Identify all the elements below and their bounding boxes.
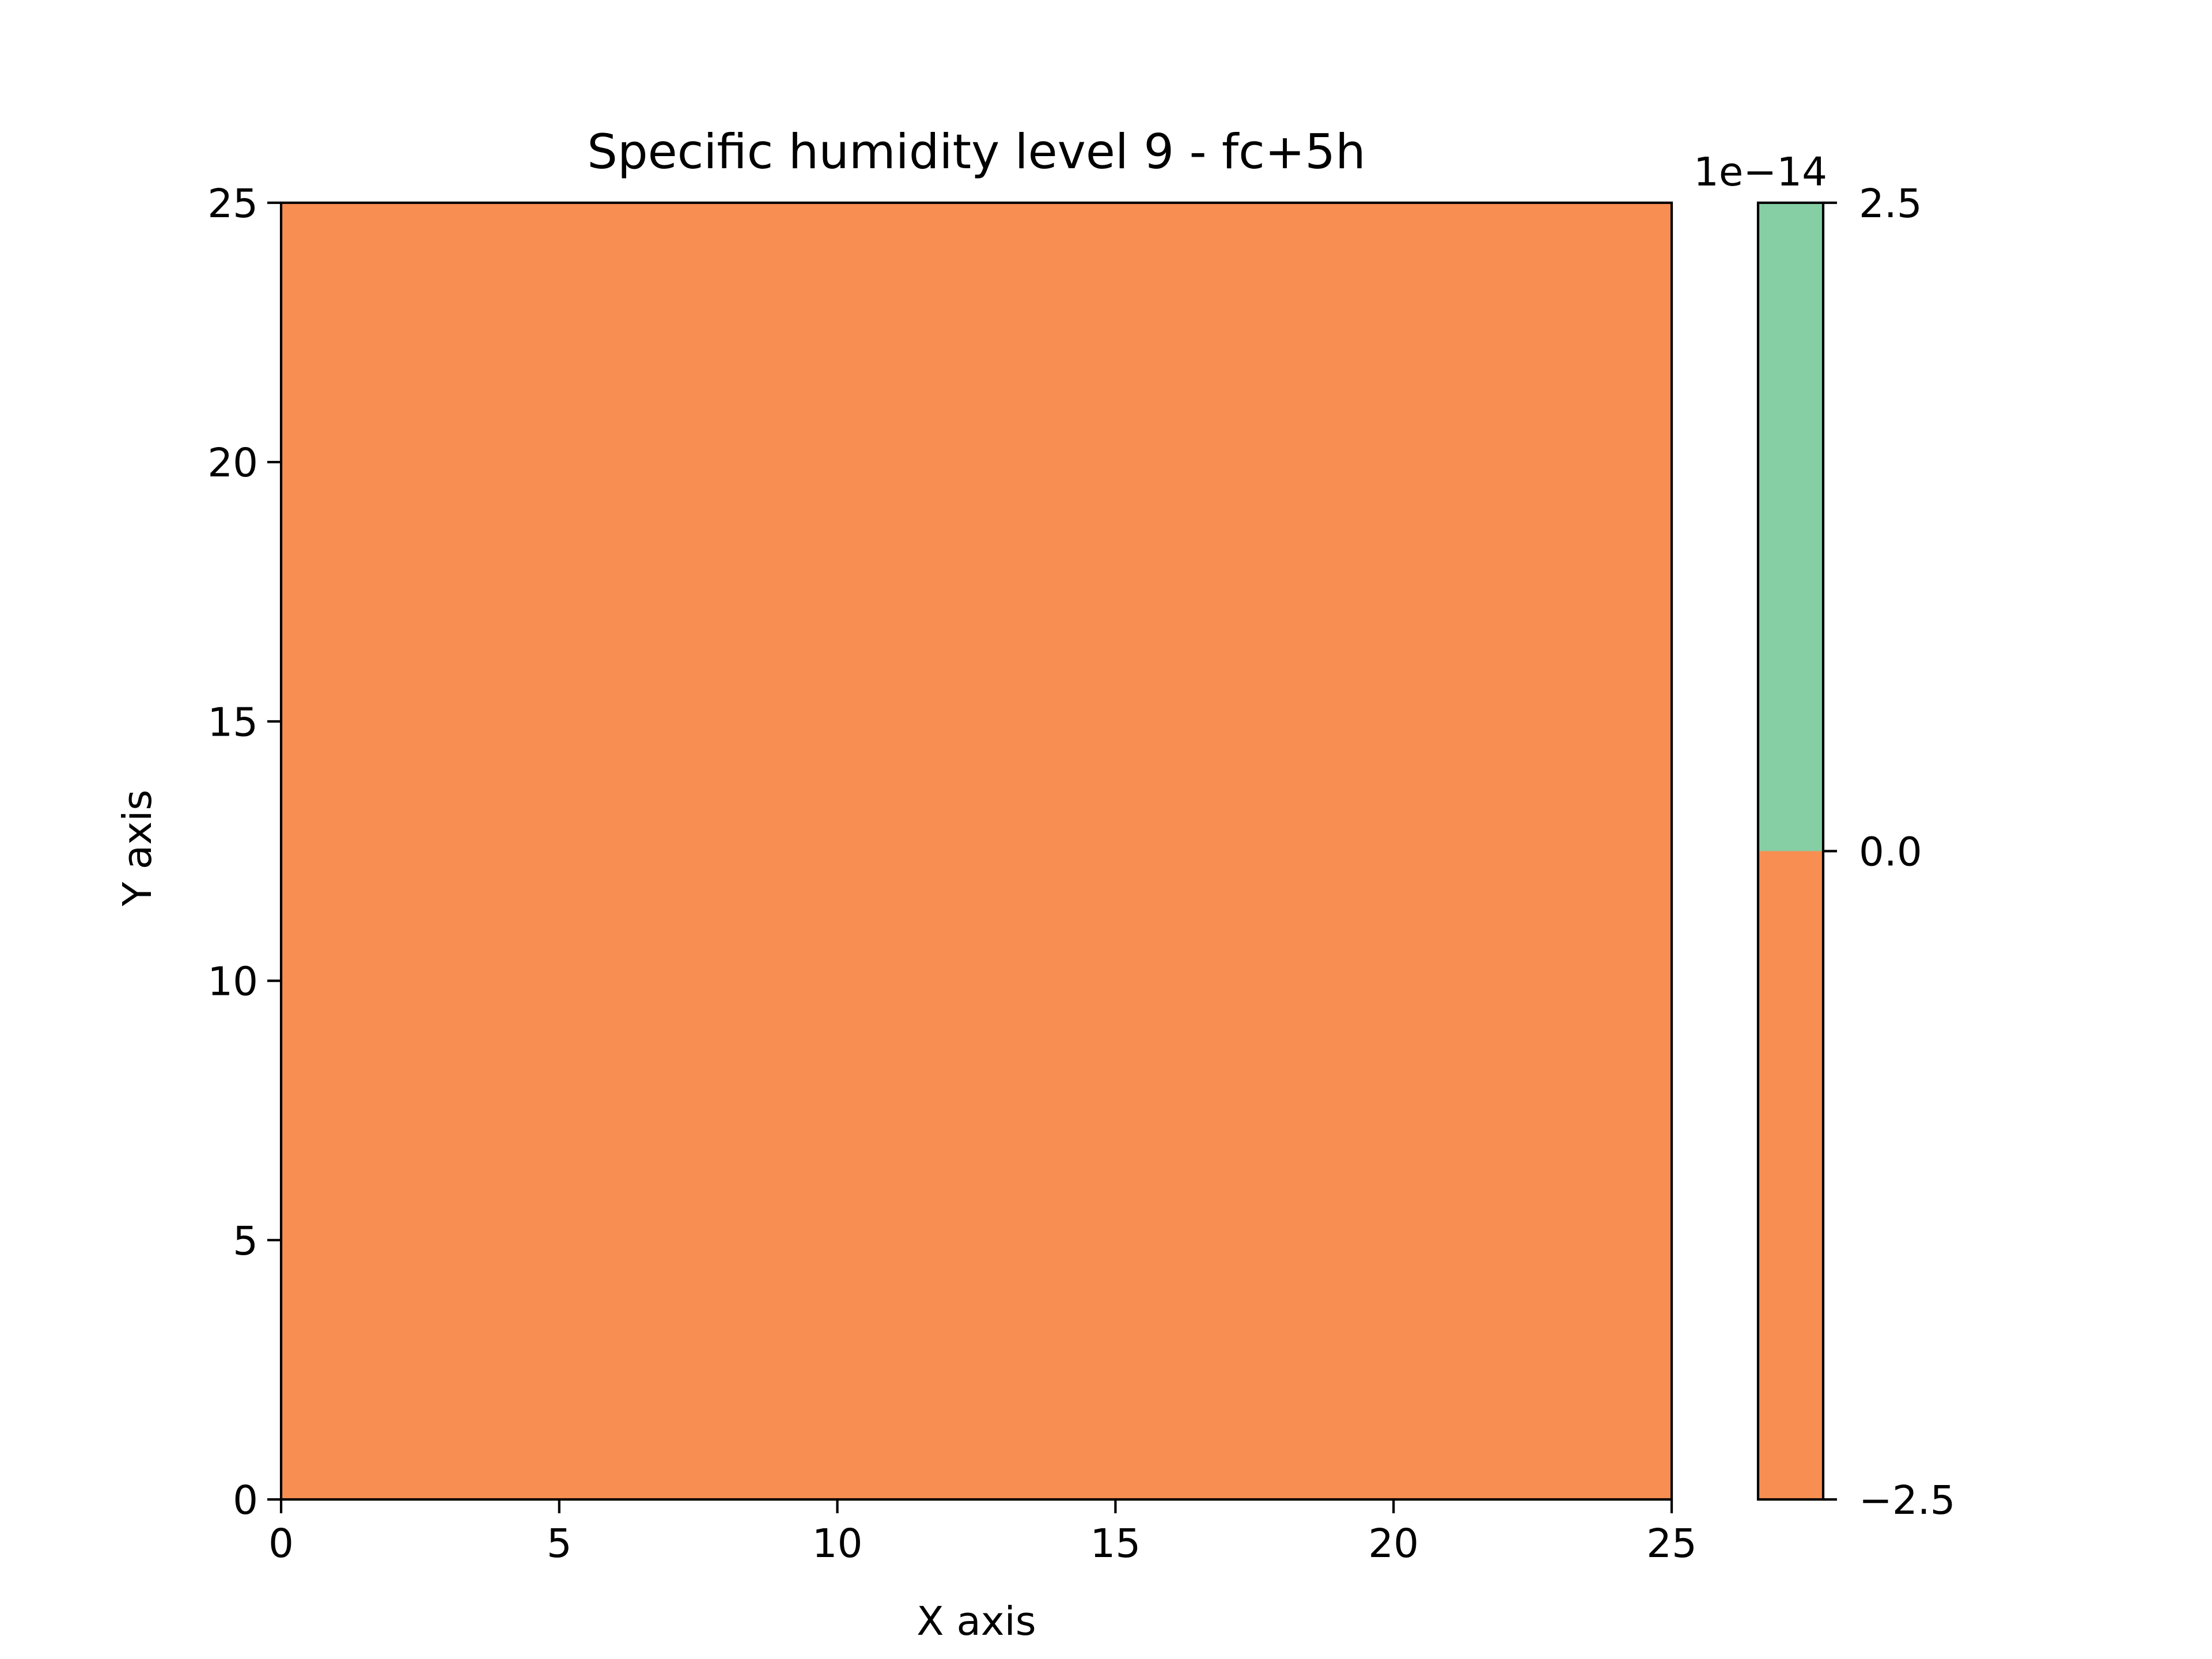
- y-tick-label: 25: [207, 181, 258, 227]
- y-tick-label: 15: [207, 699, 258, 745]
- x-tick-label: 10: [812, 1521, 863, 1567]
- y-tick-label: 0: [233, 1478, 258, 1524]
- colorbar-bin: [1758, 851, 1823, 1499]
- x-tick-label: 5: [547, 1521, 572, 1567]
- x-axis: 0 5 10 15 20 25: [268, 1499, 1697, 1567]
- x-tick-label: 15: [1090, 1521, 1141, 1567]
- y-tick-label: 10: [207, 959, 258, 1005]
- y-tick-label: 20: [207, 440, 258, 486]
- x-tick-label: 0: [268, 1521, 294, 1567]
- colorbar-tick-label: 0.0: [1859, 830, 1922, 876]
- y-axis-label: Y axis: [115, 790, 161, 907]
- x-axis-label: X axis: [916, 1599, 1036, 1645]
- x-tick-label: 25: [1646, 1521, 1697, 1567]
- colorbar-bin: [1758, 203, 1823, 851]
- colorbar-tick-label: 2.5: [1859, 181, 1922, 227]
- plot-area: [279, 201, 1673, 1501]
- colorbar-offset-label: 1e−14: [1694, 149, 1827, 195]
- y-axis: 0 5 10 15 20 25: [207, 181, 281, 1524]
- colorbar-tick-label: −2.5: [1859, 1478, 1956, 1524]
- plot-frame: [279, 201, 1673, 1501]
- colorbar: −2.5 0.0 2.5: [1756, 181, 1956, 1524]
- y-tick-label: 5: [233, 1218, 258, 1264]
- x-tick-label: 20: [1368, 1521, 1419, 1567]
- heatmap-field: [281, 203, 1672, 1499]
- chart-title: Specific humidity level 9 - fc+5h: [587, 124, 1365, 180]
